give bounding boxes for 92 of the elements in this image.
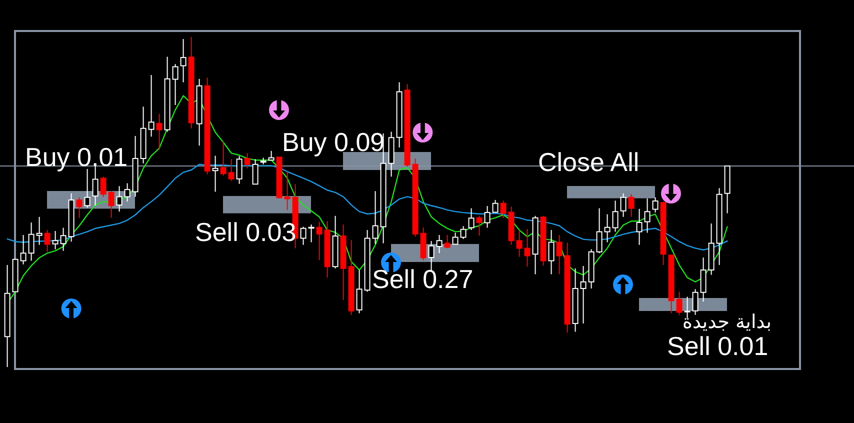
candlestick [468, 208, 474, 231]
candlestick [444, 234, 450, 249]
candlestick [604, 214, 610, 243]
candlestick [220, 140, 226, 176]
candlestick [180, 38, 186, 83]
candlestick [724, 166, 730, 214]
candlestick [156, 113, 162, 150]
candlestick [700, 256, 706, 302]
candlestick [4, 264, 10, 368]
candlestick [396, 82, 402, 148]
candlestick [44, 230, 50, 252]
candlestick [228, 158, 234, 182]
candlestick [76, 196, 82, 218]
candlestick [276, 156, 282, 199]
candlestick [204, 77, 210, 175]
candlestick [36, 216, 42, 246]
candlestick [556, 234, 562, 275]
candlestick [60, 227, 66, 252]
candlestick [388, 131, 394, 178]
candlestick [164, 56, 170, 132]
candlestick [500, 200, 506, 219]
candlestick [140, 106, 146, 164]
candlestick [108, 190, 114, 218]
candlestick [620, 192, 626, 218]
candlestick [476, 215, 482, 236]
candlestick [420, 226, 426, 261]
candlestick [628, 194, 634, 218]
candlestick [564, 242, 570, 334]
candlestick [148, 74, 154, 138]
annotation: Sell 0.01 [667, 331, 768, 361]
candlestick [348, 239, 354, 316]
candlestick [188, 36, 194, 129]
candlestick [116, 186, 122, 212]
candlestick [540, 215, 546, 266]
candlestick [652, 196, 658, 214]
candlestick [548, 230, 554, 275]
candlestick [676, 291, 682, 316]
annotation: بداية جديدة [682, 311, 772, 333]
candlestick [588, 248, 594, 289]
candlestick [516, 230, 522, 258]
candlestick [460, 226, 466, 240]
candlestick [100, 176, 106, 198]
candlestick [268, 150, 274, 161]
candlestick [572, 268, 578, 332]
candlestick [316, 221, 322, 261]
candlestick [12, 258, 18, 292]
candlestick [532, 215, 538, 275]
candlestick [436, 234, 442, 254]
candlestick [404, 84, 410, 168]
candlestick [284, 171, 290, 210]
annotation: Buy 0.01 [25, 142, 128, 172]
candlestick [68, 192, 74, 242]
annotation: Sell 0.27 [372, 264, 474, 294]
candlestick [452, 232, 458, 245]
candlestick [372, 190, 378, 244]
candlestick [300, 226, 306, 246]
annotation: Buy 0.09 [282, 127, 385, 157]
candlestick [356, 269, 362, 314]
candlestick [172, 64, 178, 106]
candlestick [484, 205, 490, 228]
candlestick [332, 215, 338, 269]
candlestick [708, 222, 714, 276]
candlestick [236, 156, 242, 184]
candlestick [660, 201, 666, 266]
candlestick [20, 234, 26, 265]
candlestick [212, 155, 218, 192]
candlestick [580, 266, 586, 324]
candlestick [260, 157, 266, 165]
candlestick [612, 200, 618, 232]
candlestick [692, 288, 698, 316]
candlestick [244, 152, 250, 169]
candlestick [716, 188, 722, 266]
candlestick [124, 182, 130, 202]
candlestick [196, 78, 202, 146]
candlestick [308, 224, 314, 243]
candlestick [340, 224, 346, 301]
candlestick [84, 168, 90, 208]
candlestick [644, 198, 650, 234]
candlestick [132, 136, 138, 198]
candlestick [684, 296, 690, 319]
candlestick [596, 208, 602, 254]
candlestick [636, 208, 642, 246]
candlestick [324, 220, 330, 278]
candlestick [508, 206, 514, 246]
candlestick [364, 230, 370, 292]
candlestick [52, 230, 58, 250]
candlestick [524, 228, 530, 268]
candlestick [668, 254, 674, 314]
candlestick [412, 158, 418, 238]
candlestick [492, 200, 498, 213]
candlestick [252, 158, 258, 185]
candlestick [28, 222, 34, 262]
